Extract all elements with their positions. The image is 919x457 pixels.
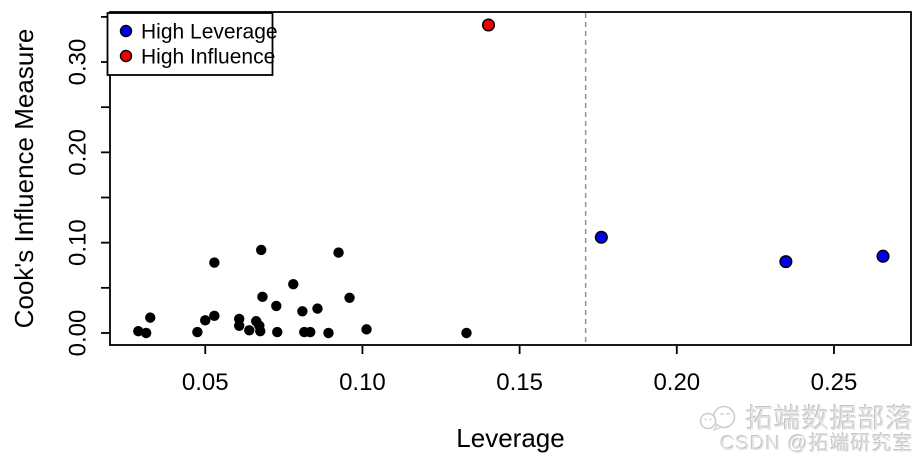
observations-point [209,257,220,268]
y-axis: 0.00 0.10 0.20 0.30 [65,15,109,357]
high-leverage-point [876,249,890,263]
observations-point [344,292,355,303]
observations-point [145,312,156,323]
observations-point [244,325,255,336]
observations-point [209,310,220,322]
series-observations [133,244,472,339]
y-tick-label: 0.30 [65,39,92,86]
x-axis-title: Leverage [456,423,564,453]
observations-point [192,326,203,338]
y-tick-label: 0.20 [65,129,92,176]
observations-point [361,324,372,335]
observations-point [200,315,211,326]
legend-label: High Leverage [141,21,278,44]
observations-point [461,327,472,339]
observations-point [256,244,267,256]
high-leverage-point [594,230,608,244]
observations-point [257,291,268,303]
observations-point [312,303,323,314]
observations-point [234,320,245,331]
x-tick-label: 0.25 [811,369,858,396]
observations-point [297,306,308,317]
x-tick-label: 0.05 [182,369,229,396]
x-tick-label: 0.20 [653,369,700,396]
series-high-leverage [594,230,890,269]
x-tick-label: 0.15 [496,369,543,396]
plot-box [109,11,912,346]
legend-label: High Influence [141,46,275,69]
observations-point [255,325,266,337]
x-axis: 0.05 0.10 0.15 0.20 0.25 [182,346,857,396]
y-tick-label: 0.10 [65,219,92,266]
observations-point [140,327,152,339]
y-tick-label: 0.00 [65,310,92,357]
high-influence-point [481,18,496,32]
observations-point [133,325,144,337]
observations-point [288,279,299,290]
observations-point [305,326,316,338]
y-axis-title: Cook's Influence Measure [9,29,39,329]
series-high-influence [481,18,496,32]
observations-point [333,247,344,258]
x-tick-label: 0.10 [339,369,386,396]
legend-marker-high-leverage [119,24,133,38]
legend-box [106,12,274,76]
observations-point [271,300,282,312]
observations-point [323,327,334,339]
high-leverage-point [779,255,793,269]
legend-marker-high-influence [119,49,133,63]
observations-point [272,326,283,338]
